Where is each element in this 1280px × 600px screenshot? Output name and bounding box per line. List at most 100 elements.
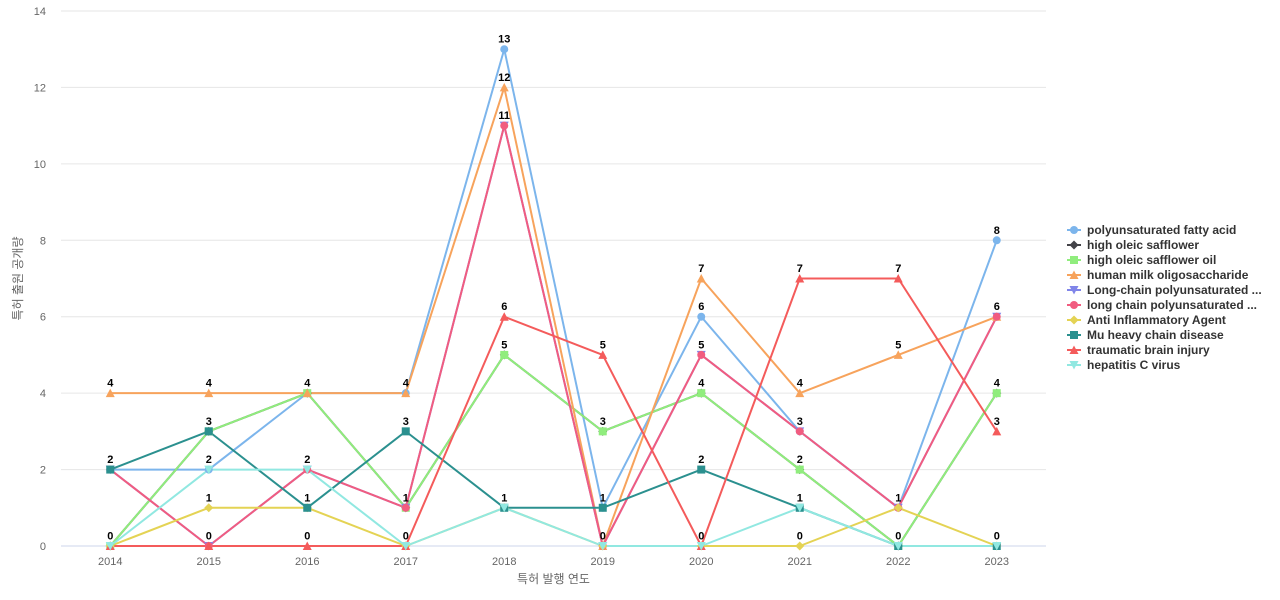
series-markers [105,45,1002,551]
x-tick-label: 2015 [197,556,221,568]
data-label: 0 [600,531,606,543]
legend-label: Mu heavy chain disease [1087,328,1224,342]
series-point [401,427,410,436]
series-point [795,388,805,398]
series-point [893,350,903,359]
data-label: 3 [600,416,606,428]
data-label: 4 [994,378,1001,390]
data-label: 7 [797,263,803,275]
series-point [499,503,509,513]
data-label: 6 [698,301,704,313]
series-line[interactable] [109,468,998,547]
y-tick-label: 14 [34,6,46,18]
series-point [598,503,607,512]
series-point [697,350,706,359]
legend-label: human milk oligosaccharide [1087,268,1249,282]
legend-item[interactable]: human milk oligosaccharide [1067,268,1249,282]
series-point [302,541,312,550]
legend-item[interactable]: traumatic brain injury [1067,343,1210,357]
y-tick-label: 4 [40,388,46,400]
x-tick-label: 2021 [788,556,812,568]
x-tick-label: 2017 [394,556,418,568]
series-point [105,388,115,398]
y-tick-label: 12 [34,82,46,94]
legend-item[interactable]: high oleic safflower oil [1067,253,1216,267]
x-tick-label: 2023 [985,556,1009,568]
data-label: 8 [994,225,1000,237]
series-line[interactable] [109,353,998,547]
y-tick-label: 10 [34,159,46,171]
data-label: 1 [403,492,409,504]
x-tick-label: 2018 [492,556,516,568]
series-point [795,503,805,513]
series-point [500,45,509,54]
data-label: 3 [403,416,409,428]
series-point [303,503,312,512]
data-label: 0 [403,531,409,543]
series-point [992,426,1002,436]
series-point [105,542,115,551]
legend-marker [1069,286,1079,295]
series-line[interactable] [109,353,998,547]
series-line[interactable] [109,277,998,547]
legend-label: traumatic brain injury [1087,343,1210,357]
data-label: 2 [206,454,212,466]
data-label: 2 [698,454,704,466]
legend-marker [1070,331,1078,339]
legend-item[interactable]: Long-chain polyunsaturated ... [1067,283,1262,297]
series-point [204,465,214,475]
series-point [992,542,1002,551]
legend-marker [1069,315,1079,325]
legend-item[interactable]: polyunsaturated fatty acid [1067,223,1236,237]
data-label: 13 [498,34,510,46]
series-point [696,274,706,283]
x-axis-title: 특허 발행 연도 [517,571,590,586]
series-point [795,427,804,436]
data-label: 4 [107,378,114,390]
y-axis-title: 특허 출원 공개량 [11,237,25,321]
data-label: 3 [994,416,1000,428]
series-line[interactable] [109,430,998,547]
data-label: 4 [698,378,705,390]
series-point [992,236,1001,245]
data-label: 4 [797,378,804,390]
data-label: 1 [797,492,803,504]
series-point [500,121,509,130]
legend-item[interactable]: high oleic safflower [1067,238,1199,252]
data-label: 0 [206,531,212,543]
y-tick-label: 6 [40,312,46,324]
data-label: 2 [304,454,310,466]
legend-marker [1070,301,1078,309]
legend-item[interactable]: long chain polyunsaturated ... [1067,298,1257,312]
series-line[interactable] [109,86,998,547]
series-point [204,427,213,436]
data-labels: 4204321042104310131211651531076542074321… [107,34,1001,543]
legend-item[interactable]: Anti Inflammatory Agent [1067,313,1226,327]
series-point [401,503,410,512]
data-label: 4 [304,378,311,390]
data-label: 0 [107,531,113,543]
data-label: 0 [304,531,310,543]
data-label: 11 [498,110,510,122]
series-point [401,542,411,551]
data-label: 5 [501,339,507,351]
series-point [795,274,805,283]
legend-item[interactable]: hepatitis C virus [1067,358,1181,372]
legend-marker [1069,361,1079,370]
legend-item[interactable]: Mu heavy chain disease [1067,328,1224,342]
legend-marker [1070,226,1078,234]
legend-label: high oleic safflower oil [1087,253,1216,267]
data-label: 1 [895,492,901,504]
series-point [893,503,903,513]
series-point [893,274,903,283]
x-tick-label: 2016 [295,556,319,568]
data-label: 5 [895,339,901,351]
x-tick-label: 2014 [98,556,122,568]
data-label: 7 [895,263,901,275]
legend-marker [1069,270,1079,279]
series-point [499,82,509,92]
